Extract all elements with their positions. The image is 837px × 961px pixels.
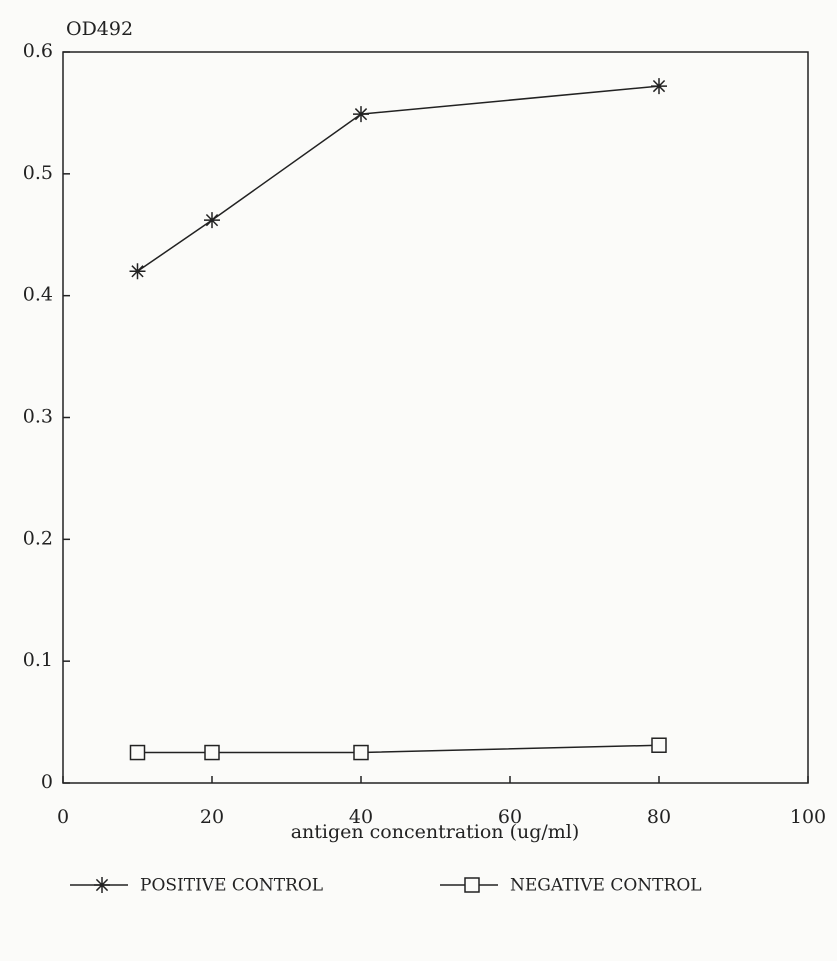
square-marker: [651, 737, 667, 753]
legend-marker: [464, 877, 480, 893]
y-tick-label: 0.1: [23, 649, 53, 671]
square-marker: [353, 744, 369, 761]
y-tick-label: 0: [41, 771, 53, 793]
series-line: [137, 85, 660, 272]
series-line: [137, 744, 660, 754]
y-axis-label: OD492: [66, 18, 133, 40]
x-tick-label: 60: [498, 806, 522, 828]
y-tick-label: 0.4: [23, 284, 53, 306]
x-tick-label: 0: [57, 806, 69, 828]
x-tick-label: 40: [349, 806, 373, 828]
y-tick-label: 0.5: [23, 162, 53, 184]
square-marker: [129, 744, 146, 761]
legend-marker: [94, 877, 110, 893]
square-marker: [204, 744, 220, 761]
x-tick-label: 100: [790, 806, 826, 828]
asterisk-marker: [651, 78, 667, 95]
x-axis-label: antigen concentration (ug/ml): [291, 821, 580, 843]
asterisk-marker: [204, 212, 220, 229]
y-tick-label: 0.3: [23, 406, 53, 428]
plot-frame: [62, 51, 809, 784]
x-tick-label: 20: [200, 806, 224, 828]
legend-label: NEGATIVE CONTROL: [510, 876, 702, 896]
asterisk-marker: [353, 106, 369, 123]
x-tick-label: 80: [647, 806, 671, 828]
asterisk-marker: [129, 263, 146, 280]
legend-label: POSITIVE CONTROL: [140, 876, 323, 896]
y-tick-label: 0.2: [23, 527, 53, 549]
y-tick-label: 0.6: [23, 40, 53, 62]
